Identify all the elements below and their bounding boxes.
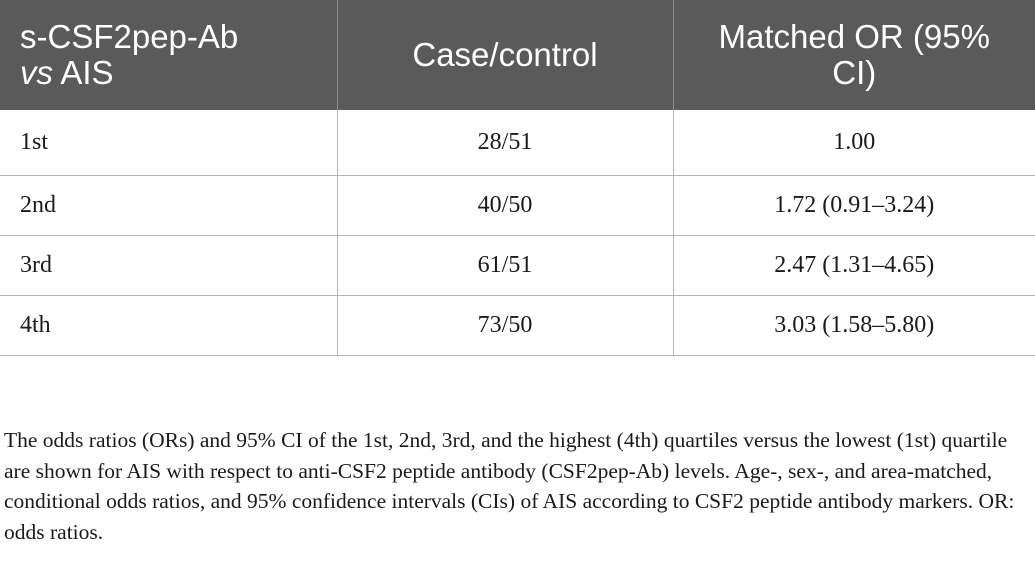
odds-ratio-table-container: s-CSF2pep-Ab vs AIS Case/control Matched … (0, 0, 1035, 356)
header-col1-rest: AIS (53, 54, 114, 91)
cell-or-ci: 1.72 (0.91–3.24) (673, 175, 1035, 236)
header-s-csf2pep-ab-vs-ais: s-CSF2pep-Ab vs AIS (0, 0, 338, 110)
cell-or-ci: 1.00 (673, 110, 1035, 176)
cell-quartile: 2nd (0, 175, 338, 236)
cell-quartile: 4th (0, 295, 338, 356)
cell-or-ci: 3.03 (1.58–5.80) (673, 295, 1035, 356)
header-col3-line2: CI) (832, 54, 877, 91)
table-row: 3rd 61/51 2.47 (1.31–4.65) (0, 235, 1035, 296)
table-row: 2nd 40/50 1.72 (0.91–3.24) (0, 175, 1035, 236)
table-row: 4th 73/50 3.03 (1.58–5.80) (0, 295, 1035, 356)
table-row: 1st 28/51 1.00 (0, 110, 1035, 176)
header-case-control: Case/control (337, 0, 674, 110)
cell-quartile: 3rd (0, 235, 338, 296)
header-col1-vs: vs (20, 54, 53, 91)
cell-case-control: 28/51 (337, 110, 674, 176)
odds-ratio-table: s-CSF2pep-Ab vs AIS Case/control Matched … (0, 0, 1035, 356)
cell-case-control: 40/50 (337, 175, 674, 236)
header-matched-or: Matched OR (95% CI) (673, 0, 1035, 110)
cell-case-control: 61/51 (337, 235, 674, 296)
cell-or-ci: 2.47 (1.31–4.65) (673, 235, 1035, 296)
table-footnote: The odds ratios (ORs) and 95% CI of the … (4, 428, 1015, 544)
cell-quartile: 1st (0, 110, 338, 176)
header-col1-line1: s-CSF2pep-Ab (20, 18, 239, 55)
header-col3-line1: Matched OR (95% (718, 18, 990, 55)
cell-case-control: 73/50 (337, 295, 674, 356)
table-header-row: s-CSF2pep-Ab vs AIS Case/control Matched … (0, 0, 1035, 110)
